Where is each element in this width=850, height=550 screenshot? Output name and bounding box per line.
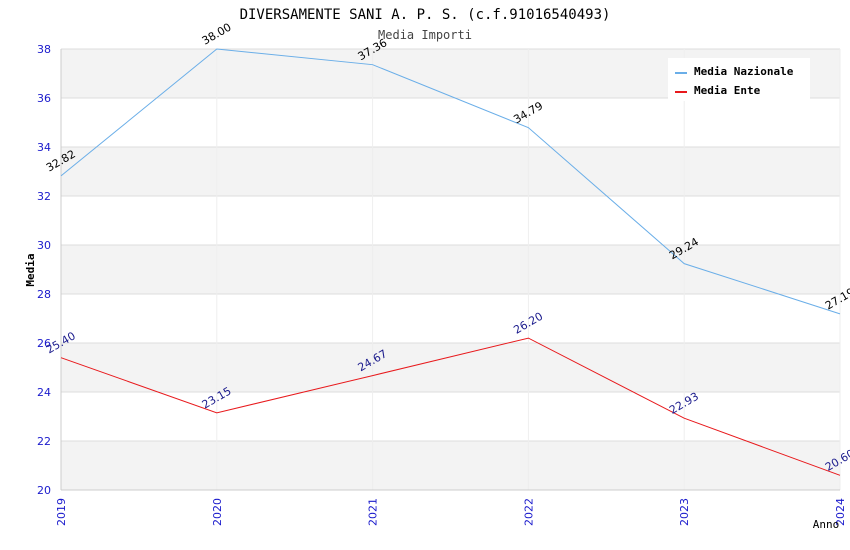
y-tick-labels: 20 22 24 26 28 30 32 34 36 38 [37, 43, 51, 497]
y-tick-label: 38 [37, 43, 51, 56]
x-tick-label: 2021 [367, 498, 380, 526]
y-tick-label: 28 [37, 288, 51, 301]
legend-box [668, 58, 810, 101]
y-tick-label: 20 [37, 484, 51, 497]
y-axis-label: Media [24, 253, 37, 286]
series-line-media-nazionale [60, 48, 841, 315]
legend-label-media-nazionale: Media Nazionale [694, 65, 794, 78]
y-tick-label: 34 [37, 141, 51, 154]
legend-label-media-ente: Media Ente [694, 84, 761, 97]
data-label: 38.00 [200, 21, 234, 48]
plot-band [61, 343, 840, 392]
axes [60, 49, 840, 491]
y-tick-label: 22 [37, 435, 51, 448]
chart-subtitle: Media Importi [378, 28, 472, 42]
x-tick-label: 2024 [834, 498, 847, 526]
series-lines [60, 48, 841, 476]
x-tick-labels: 2019 2020 2021 2022 2023 2024 [55, 498, 847, 526]
y-tick-label: 36 [37, 92, 51, 105]
chart-title: DIVERSAMENTE SANI A. P. S. (c.f.91016540… [240, 7, 611, 23]
x-axis-label: Anno [813, 518, 840, 531]
plot-band [61, 245, 840, 294]
x-tick-label: 2020 [211, 498, 224, 526]
x-tick-label: 2023 [678, 498, 691, 526]
plot-bands [61, 49, 840, 490]
y-tick-label: 32 [37, 190, 51, 203]
x-tick-label: 2019 [55, 498, 68, 526]
series-line-media-ente [60, 337, 841, 476]
y-tick-label: 24 [37, 386, 51, 399]
x-tick-label: 2022 [522, 498, 535, 526]
y-tick-label: 30 [37, 239, 51, 252]
plot-band [61, 147, 840, 196]
plot-band [61, 441, 840, 490]
legend: Media Nazionale Media Ente [668, 58, 810, 101]
y-tick-label: 26 [37, 337, 51, 350]
